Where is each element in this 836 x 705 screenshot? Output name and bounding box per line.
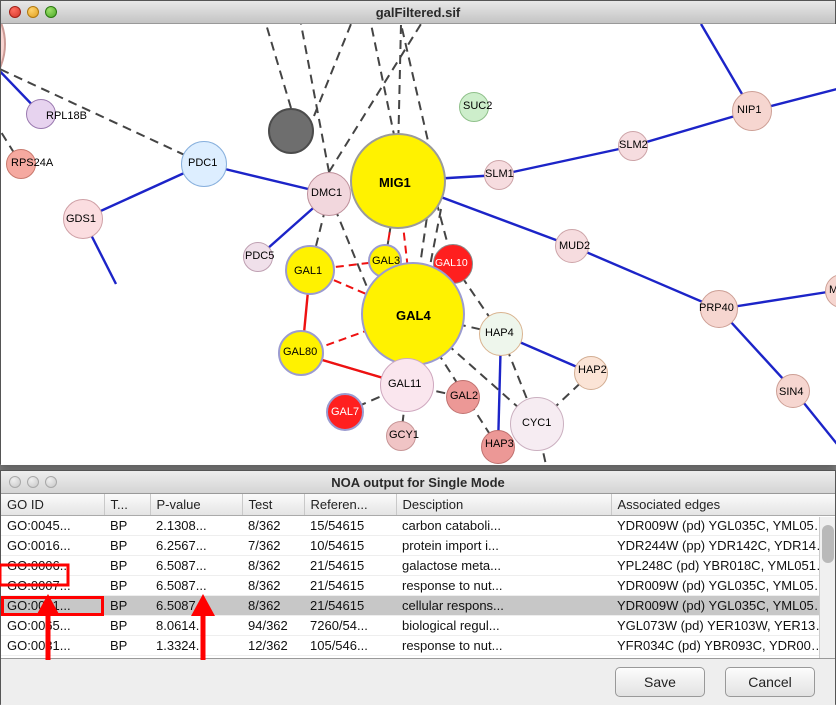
node-SLM2[interactable] [618, 131, 648, 161]
node-GAL80[interactable] [278, 330, 324, 376]
node-GAL7[interactable] [326, 393, 364, 431]
node-RPS24A[interactable] [6, 149, 36, 179]
node-GAL11[interactable] [380, 358, 434, 412]
node-HAP4[interactable] [479, 312, 523, 356]
node-MUD2[interactable] [555, 229, 589, 263]
node-SIN4[interactable] [776, 374, 810, 408]
table-row[interactable]: GO:0065... BP 8.0614... 94/362 7260/54... bio… [1, 616, 835, 636]
node-SUC2[interactable] [459, 92, 489, 122]
cancel-button[interactable]: Cancel [725, 667, 815, 697]
node-GCY1[interactable] [386, 421, 416, 451]
node-GAL1[interactable] [285, 245, 335, 295]
col-header-edges[interactable]: Associated edges [611, 494, 835, 516]
node-gray-unlabeled[interactable] [268, 108, 314, 154]
close-button[interactable] [9, 6, 21, 18]
noa-window-controls[interactable] [9, 476, 57, 488]
col-header-goid[interactable]: GO ID [1, 494, 104, 516]
minimize-button-inactive[interactable] [27, 476, 39, 488]
node-NIP1[interactable] [732, 91, 772, 131]
graph-window-title: galFiltered.sif [1, 5, 835, 20]
graph-window-controls[interactable] [9, 6, 57, 18]
node-SLM1[interactable] [484, 160, 514, 190]
node-HAP2[interactable] [574, 356, 608, 390]
noa-window: NOA output for Single Mode GO ID T... P-… [0, 470, 836, 704]
noa-titlebar: NOA output for Single Mode [1, 471, 835, 494]
table-row[interactable]: GO:0031... BP 6.5087... 8/362 21/54615 cellul… [1, 596, 835, 616]
graph-window: galFiltered.sif [0, 0, 836, 464]
minimize-button[interactable] [27, 6, 39, 18]
node-DMC1[interactable] [307, 172, 351, 216]
node-GDS1[interactable] [63, 199, 103, 239]
table-scrollbar-thumb[interactable] [822, 525, 834, 563]
noa-window-title: NOA output for Single Mode [1, 475, 835, 490]
col-header-test[interactable]: Test [242, 494, 304, 516]
node-RPL18B[interactable] [26, 99, 56, 129]
noa-table-body[interactable]: GO:0045... BP 2.1308... 8/362 15/54615 carbon… [1, 516, 835, 660]
node-MIG1[interactable] [350, 133, 446, 229]
noa-header-row[interactable]: GO ID T... P-value Test Referen... Desci… [1, 494, 835, 516]
table-row[interactable]: GO:0016... BP 6.2567... 7/362 10/54615 protei… [1, 536, 835, 556]
node-GAL4[interactable] [361, 262, 465, 366]
network-graph-canvas[interactable]: RPL18B RPS24A GDS1 PDC1 DMC1 SUC2 NIP1 S… [1, 24, 836, 465]
node-PRP40[interactable] [700, 290, 738, 328]
node-HAP3[interactable] [481, 430, 515, 464]
noa-dialog-buttons: Save Cancel [1, 659, 835, 705]
table-row[interactable]: GO:0031...BP1.3324...11/362105/546...cel… [1, 656, 835, 660]
save-button[interactable]: Save [615, 667, 705, 697]
table-row[interactable]: GO:0045... BP 2.1308... 8/362 15/54615 carbon… [1, 516, 835, 536]
table-row[interactable]: GO:0006... BP 6.5087... 8/362 21/54615 galact… [1, 556, 835, 576]
col-header-description[interactable]: Desciption [396, 494, 611, 516]
table-row[interactable]: GO:0007... BP 6.5087... 8/362 21/54615 respon… [1, 576, 835, 596]
graph-titlebar: galFiltered.sif [1, 1, 835, 24]
col-header-reference[interactable]: Referen... [304, 494, 396, 516]
col-header-pvalue[interactable]: P-value [150, 494, 242, 516]
zoom-button-inactive[interactable] [45, 476, 57, 488]
node-PDC5[interactable] [243, 242, 273, 272]
noa-table-scroll-area[interactable]: GO ID T... P-value Test Referen... Desci… [1, 494, 835, 659]
col-header-type[interactable]: T... [104, 494, 150, 516]
table-scrollbar-track[interactable] [819, 517, 835, 659]
node-CYC1[interactable] [510, 397, 564, 451]
close-button-inactive[interactable] [9, 476, 21, 488]
node-GAL2[interactable] [446, 380, 480, 414]
noa-results-table[interactable]: GO ID T... P-value Test Referen... Desci… [1, 494, 835, 659]
node-PDC1[interactable] [181, 141, 227, 187]
table-row[interactable]: GO:0031... BP 1.3324... 12/362 105/546... res… [1, 636, 835, 656]
zoom-button[interactable] [45, 6, 57, 18]
